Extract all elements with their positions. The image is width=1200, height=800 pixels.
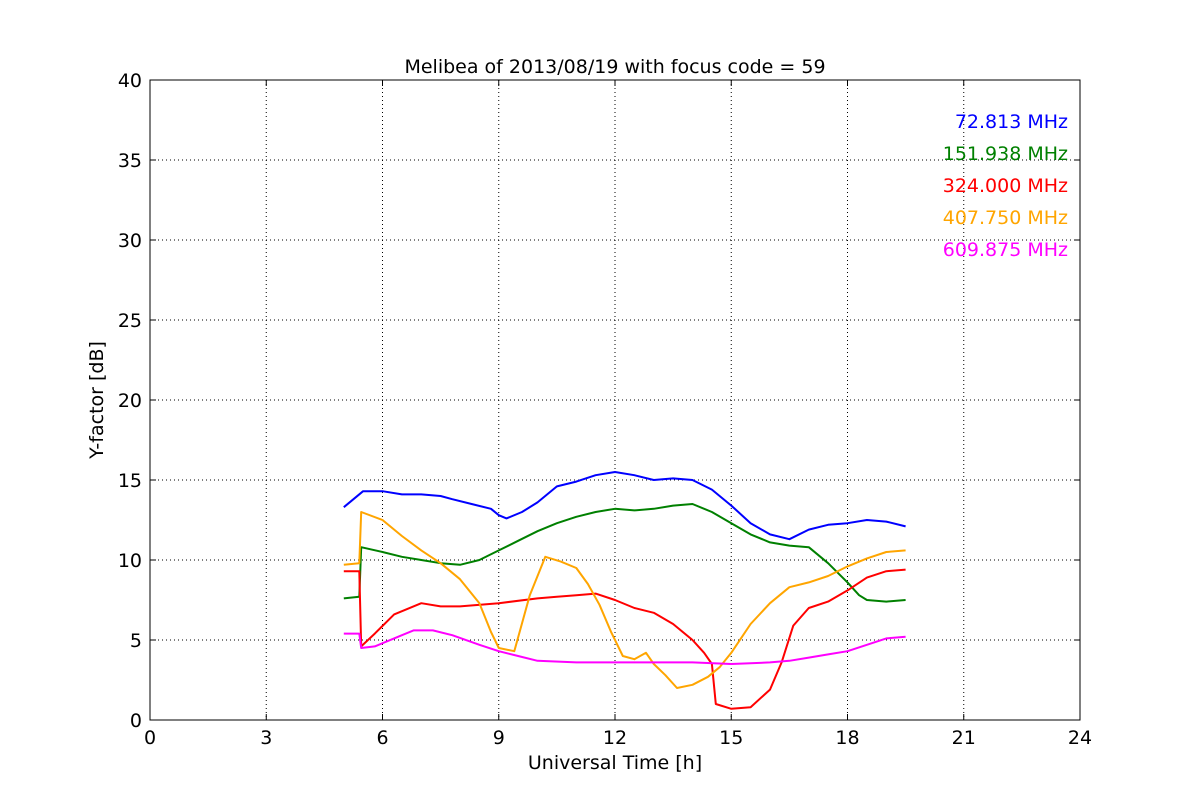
y-tick-label: 30 [118,230,142,252]
y-tick-label: 40 [118,70,142,92]
x-tick-label: 21 [952,727,976,749]
x-tick-label: 0 [144,727,156,749]
chart-title: Melibea of 2013/08/19 with focus code = … [404,56,825,78]
y-tick-label: 10 [118,550,142,572]
y-tick-label: 5 [130,630,142,652]
legend: 72.813 MHz 151.938 MHz 324.000 MHz 407.750 … [943,111,1068,261]
legend-entry: 72.813 MHz [955,111,1068,133]
y-tick-label: 20 [118,390,142,412]
y-tick-label: 35 [118,150,142,172]
x-tick-label: 18 [835,727,859,749]
y-tick-label: 15 [118,470,142,492]
series-line [343,471,906,541]
legend-entry: 151.938 MHz [943,143,1068,165]
y-tick-label: 0 [130,710,142,732]
legend-entry: 609.875 MHz [943,239,1068,261]
x-tick-label: 15 [719,727,743,749]
legend-entry: 324.000 MHz [943,175,1068,197]
series-line [343,503,906,603]
y-tick-label: 25 [118,310,142,332]
legend-entry: 407.750 MHz [943,207,1068,229]
x-tick-label: 24 [1068,727,1092,749]
x-tick-label: 9 [493,727,505,749]
x-tick-label: 3 [260,727,272,749]
x-tick-label: 12 [603,727,627,749]
series-line [343,629,906,665]
ticks: 0 3 6 9 12 15 18 21 24 0 5 10 15 20 25 30 35 40 [118,70,1092,749]
x-axis-title: Universal Time [h] [528,752,702,774]
y-axis-title: Y-factor [dB] [86,341,108,460]
series-line [343,568,906,710]
series-line [343,511,906,689]
x-tick-label: 6 [376,727,388,749]
series-layer [343,471,906,710]
